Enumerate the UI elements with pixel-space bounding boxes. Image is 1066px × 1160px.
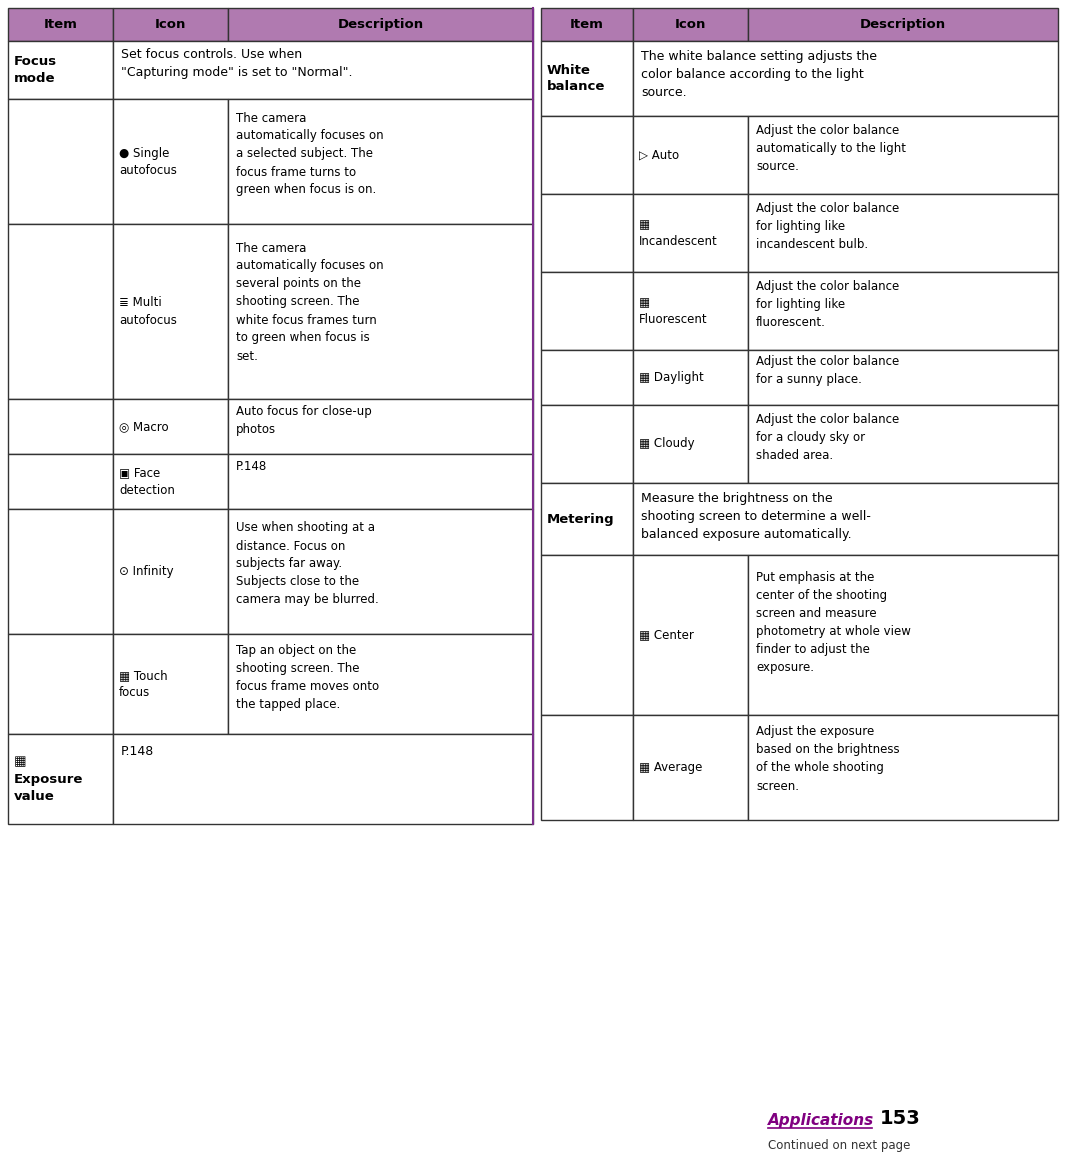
Text: P.148: P.148 xyxy=(122,745,155,757)
Bar xyxy=(633,8,748,41)
Bar xyxy=(542,8,633,41)
Bar xyxy=(633,554,748,715)
Text: ▦ Daylight: ▦ Daylight xyxy=(639,371,704,384)
Bar xyxy=(542,405,633,483)
Bar xyxy=(542,194,633,271)
Bar xyxy=(748,8,1057,41)
Text: Use when shooting at a
distance. Focus on
subjects far away.
Subjects close to t: Use when shooting at a distance. Focus o… xyxy=(236,522,378,607)
Bar xyxy=(748,194,1057,271)
Text: The camera
automatically focuses on
a selected subject. The
focus frame turns to: The camera automatically focuses on a se… xyxy=(236,111,384,196)
Text: Icon: Icon xyxy=(155,19,187,31)
Bar xyxy=(633,350,748,405)
Bar xyxy=(542,350,633,405)
Text: Continued on next page: Continued on next page xyxy=(768,1138,910,1152)
Bar xyxy=(228,99,533,224)
Bar xyxy=(9,734,113,824)
Text: 153: 153 xyxy=(881,1109,921,1128)
Text: Set focus controls. Use when
"Capturing mode" is set to "Normal".: Set focus controls. Use when "Capturing … xyxy=(122,48,353,79)
Bar xyxy=(113,454,228,509)
Bar xyxy=(9,399,113,454)
Text: Description: Description xyxy=(860,19,946,31)
Bar xyxy=(748,715,1057,820)
Bar xyxy=(9,99,113,224)
Text: Item: Item xyxy=(44,19,78,31)
Text: ● Single
autofocus: ● Single autofocus xyxy=(119,146,177,176)
Text: ▦
Exposure
value: ▦ Exposure value xyxy=(14,755,83,803)
Bar xyxy=(113,734,533,824)
Bar xyxy=(9,41,113,99)
Bar xyxy=(228,509,533,635)
Text: ▷ Auto: ▷ Auto xyxy=(639,148,679,161)
Bar xyxy=(113,399,228,454)
Bar xyxy=(748,350,1057,405)
Text: The camera
automatically focuses on
several points on the
shooting screen. The
w: The camera automatically focuses on seve… xyxy=(236,241,384,362)
Bar xyxy=(542,715,633,820)
Bar xyxy=(542,554,633,715)
Bar xyxy=(228,454,533,509)
Bar xyxy=(9,509,113,635)
Bar xyxy=(228,399,533,454)
Text: ▦
Fluorescent: ▦ Fluorescent xyxy=(639,296,708,326)
Text: Adjust the color balance
for lighting like
fluorescent.: Adjust the color balance for lighting li… xyxy=(756,280,900,328)
Bar xyxy=(633,483,1057,554)
Bar xyxy=(748,116,1057,194)
Bar xyxy=(748,271,1057,350)
Bar xyxy=(633,405,748,483)
Text: Metering: Metering xyxy=(547,513,615,525)
Text: ⊙ Infinity: ⊙ Infinity xyxy=(119,565,174,578)
Bar xyxy=(542,271,633,350)
Text: ▦ Touch
focus: ▦ Touch focus xyxy=(119,669,167,699)
Text: ▣ Face
detection: ▣ Face detection xyxy=(119,466,175,496)
Text: ≣ Multi
autofocus: ≣ Multi autofocus xyxy=(119,297,177,326)
Bar xyxy=(228,8,533,41)
Bar xyxy=(633,194,748,271)
Bar xyxy=(113,224,228,399)
Text: Tap an object on the
shooting screen. The
focus frame moves onto
the tapped plac: Tap an object on the shooting screen. Th… xyxy=(236,644,379,711)
Bar xyxy=(9,8,113,41)
Bar xyxy=(113,635,228,734)
Text: Adjust the exposure
based on the brightness
of the whole shooting
screen.: Adjust the exposure based on the brightn… xyxy=(756,725,900,792)
Text: Icon: Icon xyxy=(675,19,706,31)
Text: Adjust the color balance
for lighting like
incandescent bulb.: Adjust the color balance for lighting li… xyxy=(756,202,900,251)
Text: ▦ Average: ▦ Average xyxy=(639,761,702,774)
Text: The white balance setting adjusts the
color balance according to the light
sourc: The white balance setting adjusts the co… xyxy=(641,50,877,99)
Bar xyxy=(542,41,633,116)
Text: ▦ Cloudy: ▦ Cloudy xyxy=(639,437,695,450)
Bar xyxy=(113,41,533,99)
Text: Adjust the color balance
for a sunny place.: Adjust the color balance for a sunny pla… xyxy=(756,355,900,386)
Bar xyxy=(633,41,1057,116)
Bar xyxy=(9,635,113,734)
Text: Adjust the color balance
automatically to the light
source.: Adjust the color balance automatically t… xyxy=(756,124,906,173)
Bar xyxy=(748,405,1057,483)
Text: ▦
Incandescent: ▦ Incandescent xyxy=(639,218,717,248)
Text: Item: Item xyxy=(570,19,604,31)
Text: White
balance: White balance xyxy=(547,64,605,94)
Bar xyxy=(228,635,533,734)
Bar xyxy=(748,554,1057,715)
Bar xyxy=(633,715,748,820)
Text: ◎ Macro: ◎ Macro xyxy=(119,420,168,433)
Bar xyxy=(9,454,113,509)
Text: Description: Description xyxy=(338,19,423,31)
Text: P.148: P.148 xyxy=(236,459,268,472)
Bar xyxy=(633,116,748,194)
Text: Focus
mode: Focus mode xyxy=(14,55,58,85)
Text: Measure the brightness on the
shooting screen to determine a well-
balanced expo: Measure the brightness on the shooting s… xyxy=(641,492,871,541)
Text: ▦ Center: ▦ Center xyxy=(639,629,694,641)
Text: Adjust the color balance
for a cloudy sky or
shaded area.: Adjust the color balance for a cloudy sk… xyxy=(756,413,900,462)
Text: Applications: Applications xyxy=(768,1112,874,1128)
Bar xyxy=(9,224,113,399)
Bar xyxy=(542,116,633,194)
Bar xyxy=(633,271,748,350)
Bar xyxy=(228,224,533,399)
Bar xyxy=(113,509,228,635)
Text: Put emphasis at the
center of the shooting
screen and measure
photometry at whol: Put emphasis at the center of the shooti… xyxy=(756,571,910,674)
Text: Auto focus for close-up
photos: Auto focus for close-up photos xyxy=(236,405,372,435)
Bar xyxy=(113,8,228,41)
Bar xyxy=(542,483,633,554)
Bar xyxy=(113,99,228,224)
